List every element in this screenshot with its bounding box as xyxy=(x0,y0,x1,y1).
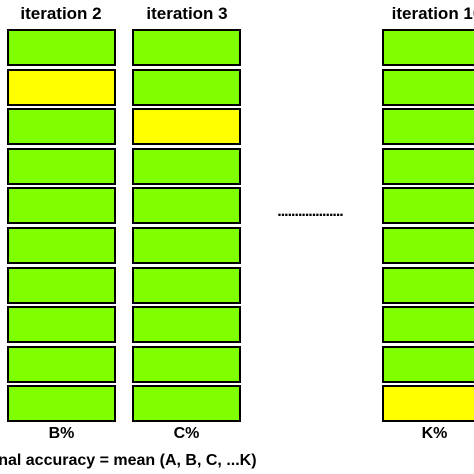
fold-train-block xyxy=(382,108,474,145)
fold-test-block xyxy=(132,108,241,145)
fold-train-block xyxy=(382,148,474,185)
fold-train-block xyxy=(132,306,241,343)
fold-train-block xyxy=(382,187,474,224)
fold-train-block xyxy=(7,346,116,383)
fold-train-block xyxy=(132,148,241,185)
fold-train-block xyxy=(382,306,474,343)
fold-test-block xyxy=(7,69,116,106)
fold-train-block xyxy=(7,306,116,343)
fold-train-block xyxy=(382,267,474,304)
fold-train-block xyxy=(132,385,241,422)
column-result-c: C% xyxy=(173,425,200,442)
fold-train-block xyxy=(7,108,116,145)
fold-train-block xyxy=(382,227,474,264)
fold-train-block xyxy=(7,29,116,66)
fold-train-block xyxy=(132,69,241,106)
column-title-iteration-10: iteration 10 xyxy=(391,4,474,23)
fold-train-block xyxy=(7,148,116,185)
fold-train-block xyxy=(382,29,474,66)
ellipsis-separator: ................... xyxy=(277,204,343,220)
fold-train-block xyxy=(382,346,474,383)
column-title-iteration-2: iteration 2 xyxy=(20,4,102,23)
fold-test-block xyxy=(382,385,474,422)
column-result-k: K% xyxy=(421,425,448,442)
fold-train-block xyxy=(382,69,474,106)
fold-train-block xyxy=(7,227,116,264)
fold-train-block xyxy=(7,187,116,224)
column-title-iteration-3: iteration 3 xyxy=(146,4,228,23)
fold-train-block xyxy=(132,227,241,264)
fold-train-block xyxy=(132,187,241,224)
fold-train-block xyxy=(132,346,241,383)
fold-train-block xyxy=(132,267,241,304)
fold-train-block xyxy=(132,29,241,66)
fold-train-block xyxy=(7,385,116,422)
column-result-b: B% xyxy=(48,425,75,442)
final-accuracy-formula: Final accuracy = mean (A, B, C, ...K) xyxy=(0,452,257,469)
fold-train-block xyxy=(7,267,116,304)
